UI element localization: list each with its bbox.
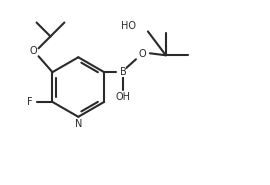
Text: O: O: [138, 49, 146, 59]
Text: HO: HO: [120, 21, 136, 31]
Text: B: B: [120, 67, 126, 77]
Text: F: F: [27, 97, 32, 107]
Text: O: O: [30, 46, 37, 56]
Text: OH: OH: [116, 92, 130, 102]
Text: N: N: [75, 119, 82, 129]
